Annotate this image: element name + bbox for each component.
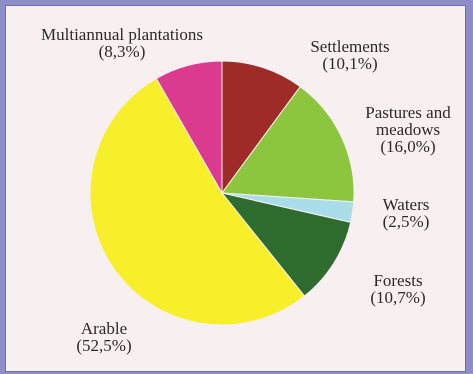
label-pastures-meadows-pct: (16,0%) [380,137,436,156]
pie-slice-forests [220,192,352,297]
pie-slice-multiannual-plantations [155,60,223,195]
label-multiannual-plantations-pct: (8,3%) [98,42,146,61]
label-pastures-meadows: Pastures and meadows (16,0%) [358,104,458,155]
label-settlements: Settlements (10,1%) [290,38,410,72]
label-waters-name: Waters [382,195,430,214]
label-pastures-meadows-line2: meadows [375,120,441,139]
label-arable: Arable (52,5%) [66,320,142,354]
pie-slices [89,60,355,326]
pie-slice-arable [89,77,306,326]
pie-slice-settlements [221,60,301,195]
label-forests-name: Forests [373,271,423,290]
label-forests: Forests (10,7%) [356,272,440,306]
label-pastures-meadows-line1: Pastures and [365,103,451,122]
pie-slice-pastures-and-meadows [221,85,355,203]
label-multiannual-plantations-name: Multiannual plantations [41,25,203,44]
label-arable-pct: (52,5%) [76,336,132,355]
label-waters: Waters (2,5%) [366,196,446,230]
label-settlements-name: Settlements [310,37,390,56]
label-forests-pct: (10,7%) [370,288,426,307]
label-waters-pct: (2,5%) [382,212,430,231]
label-arable-name: Arable [80,319,128,338]
label-multiannual-plantations: Multiannual plantations (8,3%) [8,26,236,60]
label-settlements-pct: (10,1%) [322,54,378,73]
